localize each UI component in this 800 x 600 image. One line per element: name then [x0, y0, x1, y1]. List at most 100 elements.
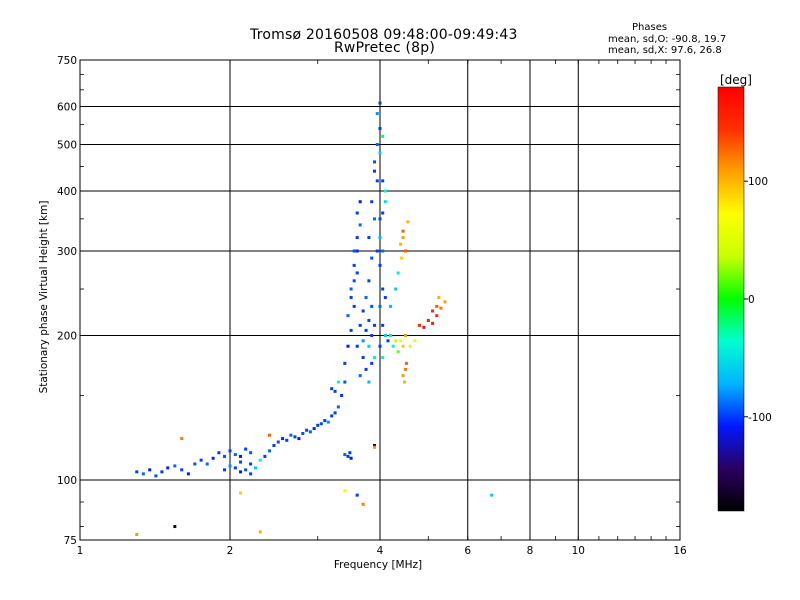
data-point	[244, 447, 248, 451]
data-point	[352, 249, 356, 253]
data-point	[367, 279, 371, 283]
data-point	[364, 328, 368, 332]
stats-o-mode: mean, sd,O: -90.8, 19.7	[608, 34, 727, 45]
data-point	[233, 466, 237, 470]
data-point	[403, 380, 407, 384]
data-point	[180, 468, 184, 472]
data-point	[361, 502, 365, 506]
data-point	[349, 296, 353, 300]
y-tick-label: 750	[57, 55, 77, 67]
data-point	[297, 437, 301, 441]
data-point	[399, 339, 403, 343]
data-point	[336, 380, 340, 384]
data-point	[355, 271, 359, 275]
colorbar-tick-label: 100	[748, 176, 768, 188]
stats-heading: Phases	[632, 22, 668, 33]
data-point	[330, 387, 334, 391]
data-point	[401, 229, 405, 233]
data-point	[267, 449, 271, 453]
data-point	[358, 200, 362, 204]
x-tick-label: 1	[77, 545, 84, 557]
data-point	[426, 318, 430, 322]
data-point	[352, 279, 356, 283]
data-point	[370, 334, 374, 338]
data-point	[381, 355, 385, 359]
data-point	[355, 236, 359, 240]
data-point	[367, 344, 371, 348]
data-point	[375, 249, 379, 253]
data-point	[239, 454, 243, 458]
data-point	[343, 361, 347, 365]
data-point	[289, 433, 293, 437]
data-point	[443, 300, 447, 304]
data-point	[301, 432, 305, 436]
data-point	[312, 427, 316, 431]
data-point	[378, 236, 382, 240]
data-point	[431, 309, 435, 313]
data-point	[401, 374, 405, 378]
y-tick-label: 500	[57, 140, 77, 152]
data-point	[361, 339, 365, 343]
data-point	[375, 143, 379, 147]
data-point	[396, 271, 400, 275]
data-point	[336, 405, 340, 409]
data-point	[154, 474, 158, 478]
data-point	[228, 449, 232, 453]
y-tick-label: 400	[57, 186, 77, 198]
data-point	[373, 160, 377, 164]
data-point	[364, 367, 368, 371]
data-point	[403, 334, 407, 338]
data-point	[361, 355, 365, 359]
data-point	[408, 344, 412, 348]
data-point	[367, 380, 371, 384]
data-point	[391, 344, 395, 348]
data-point	[276, 440, 280, 444]
data-point	[258, 458, 262, 462]
x-tick-label: 10	[572, 545, 585, 557]
data-point	[343, 453, 347, 457]
data-point	[370, 256, 374, 260]
data-point	[349, 287, 353, 291]
data-point	[223, 468, 227, 472]
data-point	[141, 472, 145, 476]
data-point	[135, 533, 139, 537]
data-point	[305, 428, 309, 432]
x-axis-label: Frequency [MHz]	[334, 559, 422, 571]
data-point	[343, 489, 347, 493]
x-axis-ticks: 1 2 4 6 8 10 16	[77, 60, 687, 557]
data-point	[417, 323, 421, 327]
data-point	[404, 361, 408, 365]
data-point	[381, 249, 385, 253]
data-point	[263, 454, 267, 458]
data-point	[396, 350, 400, 354]
data-point	[378, 344, 382, 348]
data-point	[346, 454, 350, 458]
data-point	[381, 179, 385, 183]
data-point	[340, 394, 344, 398]
data-point	[228, 464, 232, 468]
data-point	[381, 134, 385, 138]
data-point	[361, 309, 365, 313]
data-point	[381, 323, 385, 327]
data-point	[383, 334, 387, 338]
data-point	[358, 323, 362, 327]
data-point	[253, 466, 257, 470]
data-point	[343, 380, 347, 384]
data-point	[358, 374, 362, 378]
data-point	[148, 468, 152, 472]
data-point	[316, 423, 320, 427]
data-point	[370, 200, 374, 204]
data-point	[173, 525, 177, 529]
x-tick-label: 4	[377, 545, 384, 557]
data-point	[439, 306, 443, 310]
colorbar-unit: [deg]	[720, 73, 752, 87]
data-point	[239, 470, 243, 474]
data-point	[373, 217, 377, 221]
data-point	[431, 321, 435, 325]
data-point	[249, 462, 253, 466]
data-point	[349, 456, 353, 460]
x-tick-label: 16	[673, 545, 687, 557]
data-point	[348, 451, 352, 455]
data-point	[373, 323, 377, 327]
data-point	[193, 462, 197, 466]
